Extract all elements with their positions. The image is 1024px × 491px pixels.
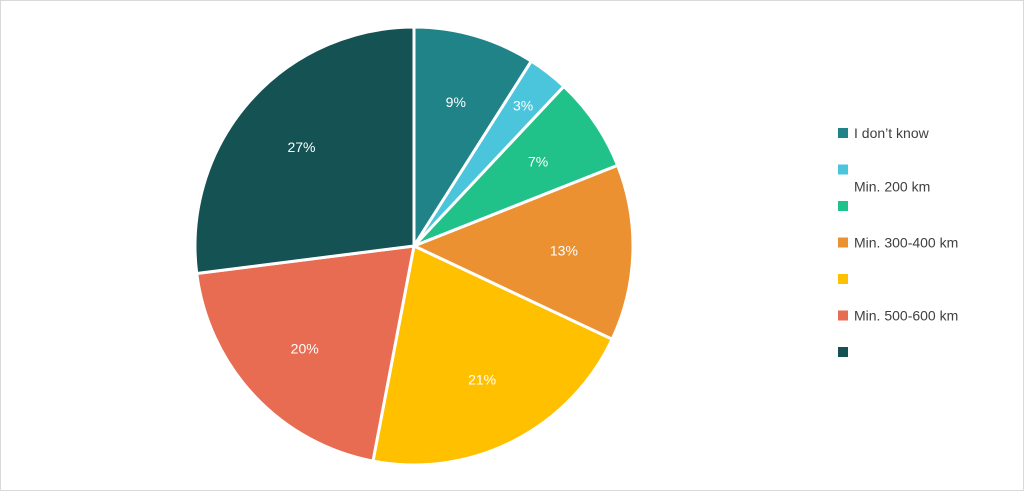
data-label-5: 21% [468,372,496,388]
data-label-3: 7% [528,154,548,170]
pie-slice-1 [412,25,533,248]
legend-swatch-4 [838,237,848,248]
data-label-1: 9% [446,94,466,110]
legend-swatch-3 [838,201,848,211]
legend-label-2: Min. 200 km [854,179,930,195]
legend-label-4: Min. 300-400 km [854,235,958,251]
pie-slice-4 [412,163,635,341]
pie-slice-6 [195,244,416,463]
data-label-6: 20% [291,341,319,357]
legend-label-6: Min. 500-600 km [854,308,958,324]
legend-swatch-6 [838,310,848,321]
data-label-2: 3% [513,97,533,113]
legend: I don’t know Min. 200 km Min. 300-400 km Mi… [838,125,958,357]
legend-swatch-5 [838,274,848,284]
pie-slices [193,25,635,467]
pie-slice-5 [371,244,614,467]
legend-label-1: I don’t know [854,125,930,141]
data-label-4: 13% [550,243,578,259]
pie-data-labels: 9% 3% 7% 13% 21% 20% 27% [287,94,577,388]
data-label-7: 27% [287,139,315,155]
legend-swatch-1 [838,128,848,138]
legend-swatch-7 [838,347,848,357]
pie-slice-7 [193,25,416,275]
legend-swatch-2 [838,164,848,175]
